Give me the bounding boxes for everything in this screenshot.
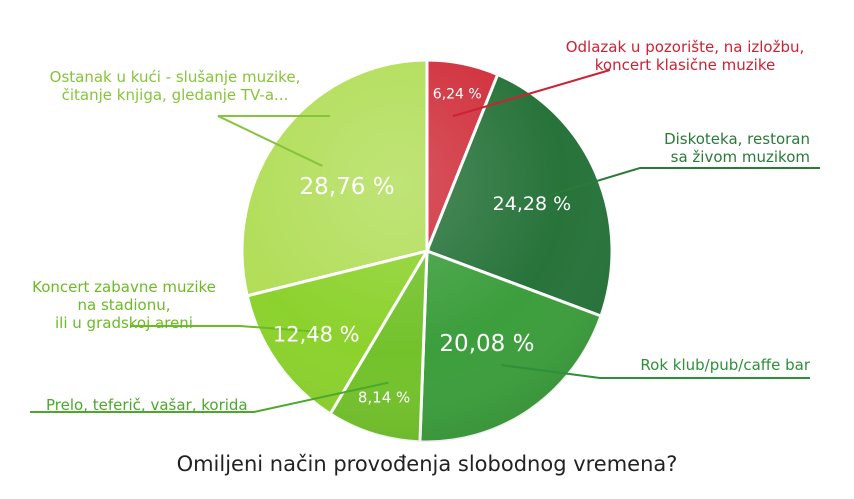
annotation-line: čitanje knjiga, gledanje TV-a... bbox=[61, 86, 289, 104]
annotation-line: koncert klasične muzike bbox=[594, 56, 776, 74]
slice-value-label: 6,24 % bbox=[433, 87, 482, 103]
slice-annotation-3: Prelo, teferič, vašar, korida bbox=[46, 396, 306, 414]
leader-line bbox=[30, 381, 389, 413]
annotation-line: Prelo, teferič, vašar, korida bbox=[46, 396, 248, 414]
slice-value-label: 12,48 % bbox=[273, 322, 360, 346]
annotation-line: Koncert zabavne muzike bbox=[32, 278, 216, 296]
slice-value-label: 8,14 % bbox=[358, 388, 410, 406]
leader-line bbox=[130, 325, 320, 333]
slice-annotation-2: Rok klub/pub/caffe bar bbox=[600, 356, 810, 374]
annotation-line: Odlazak u pozorište, na izložbu, bbox=[565, 38, 805, 56]
annotation-line: Diskoteka, restoran bbox=[664, 130, 810, 148]
slice-value-label: 28,76 % bbox=[300, 174, 395, 200]
slice-value-label: 24,28 % bbox=[493, 193, 572, 215]
annotation-line: Rok klub/pub/caffe bar bbox=[640, 356, 810, 374]
chart-title: Omiljeni način provođenja slobodnog vrem… bbox=[176, 452, 678, 476]
slice-annotation-1: Diskoteka, restoran sa živom muzikom bbox=[590, 130, 810, 166]
slice-annotation-4: Koncert zabavne muzike na stadionu, ili … bbox=[8, 278, 240, 332]
leader-line bbox=[501, 364, 810, 379]
slice-annotation-5: Ostanak u kući - slušanje muzike, čitanj… bbox=[20, 68, 330, 104]
leader-line bbox=[217, 115, 330, 167]
annotation-line: na stadionu, bbox=[77, 296, 171, 314]
annotation-line: Ostanak u kući - slušanje muzike, bbox=[49, 68, 301, 86]
slice-value-label: 20,08 % bbox=[439, 331, 534, 357]
leader-line bbox=[452, 69, 611, 118]
slice-annotation-0: Odlazak u pozorište, na izložbu, koncert… bbox=[540, 38, 830, 74]
annotation-line: sa živom muzikom bbox=[670, 148, 810, 166]
pie-gloss bbox=[242, 60, 612, 442]
annotation-line: ili u gradskoj areni bbox=[55, 314, 193, 332]
leader-line bbox=[548, 167, 820, 197]
